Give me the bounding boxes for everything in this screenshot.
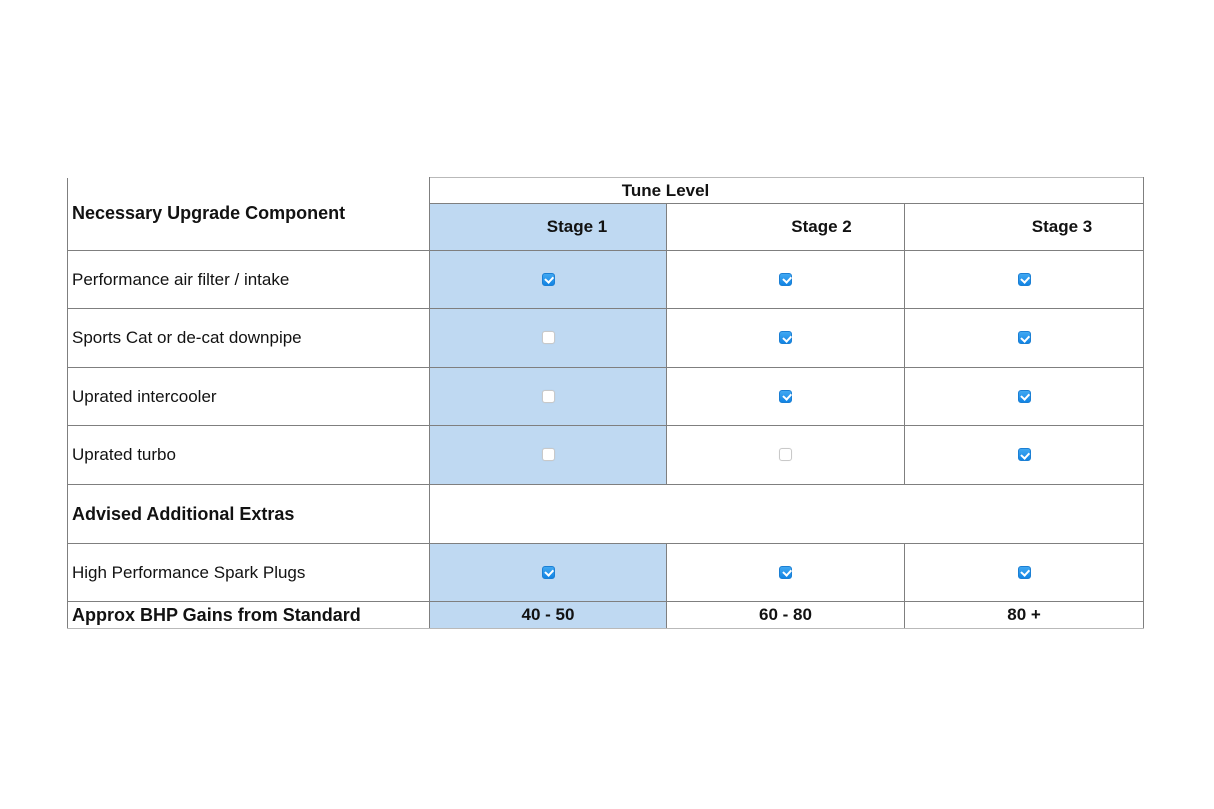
checkbox-cell [429,308,667,368]
stage-3-header-cell: Stage 3 [903,203,1145,251]
component-label: Uprated turbo [67,425,430,485]
checkbox-cell [666,543,905,602]
checkbox-downpipe-stage2[interactable] [779,331,792,345]
corner-header-cell: Necessary Upgrade Component [67,177,430,251]
checkbox-cell [429,543,667,602]
checkbox-turbo-stage1[interactable] [541,448,555,462]
footer-label-cell: Approx BHP Gains from Standard [67,601,430,629]
table-row-bhp-gains: Approx BHP Gains from Standard 40 - 50 6… [67,601,1145,629]
component-label: High Performance Spark Plugs [67,543,430,602]
checkbox-cell [903,367,1145,426]
section-empty-span-cell [428,484,1145,544]
checkbox-cell [903,308,1145,368]
checkbox-intercooler-stage1[interactable] [541,389,555,403]
checkbox-turbo-stage2[interactable] [779,448,792,462]
table-row-air-filter: Performance air filter / intake [67,250,1145,309]
checkbox-cell [666,250,905,309]
bhp-value-stage3: 80 + [903,601,1145,629]
checkbox-turbo-stage3[interactable] [1017,448,1031,462]
checkbox-cell [429,425,667,485]
checkbox-air-filter-stage1[interactable] [541,272,555,286]
bhp-value-stage1: 40 - 50 [429,601,667,629]
checkbox-cell [666,367,905,426]
checkbox-intercooler-stage3[interactable] [1017,389,1031,403]
stage-header-row: Stage 1 Stage 2 Stage 3 [68,203,1145,251]
checkbox-intercooler-stage2[interactable] [779,389,792,403]
component-label: Performance air filter / intake [67,250,430,309]
checkbox-spark-plugs-stage3[interactable] [1017,565,1031,579]
tune-level-table: Necessary Upgrade Component Tune Level S… [67,177,1145,629]
group-header-cell: Tune Level [428,177,1145,204]
stage-2-header-cell: Stage 2 [666,203,905,251]
checkbox-air-filter-stage3[interactable] [1017,272,1031,286]
section-header-cell: Advised Additional Extras [67,484,430,544]
checkbox-cell [903,250,1145,309]
checkbox-downpipe-stage1[interactable] [541,331,555,345]
component-label: Sports Cat or de-cat downpipe [67,308,430,368]
checkbox-cell [666,308,905,368]
checkbox-spark-plugs-stage2[interactable] [779,565,792,579]
checkbox-cell [666,425,905,485]
stage-1-header-cell: Stage 1 [429,203,667,251]
table-row-spark-plugs: High Performance Spark Plugs [67,543,1145,602]
checkbox-cell [429,367,667,426]
checkbox-cell [903,425,1145,485]
bhp-value-stage2: 60 - 80 [666,601,905,629]
table-row-section-header: Advised Additional Extras [67,484,1145,544]
table-row-intercooler: Uprated intercooler [67,367,1145,426]
group-header-row: Necessary Upgrade Component Tune Level [67,177,1145,251]
checkbox-air-filter-stage2[interactable] [779,272,792,286]
checkbox-spark-plugs-stage1[interactable] [541,565,555,579]
table-row-turbo: Uprated turbo [67,425,1145,485]
checkbox-downpipe-stage3[interactable] [1017,331,1031,345]
table-row-downpipe: Sports Cat or de-cat downpipe [67,308,1145,368]
checkbox-cell [903,543,1145,602]
component-label: Uprated intercooler [67,367,430,426]
checkbox-cell [429,250,667,309]
